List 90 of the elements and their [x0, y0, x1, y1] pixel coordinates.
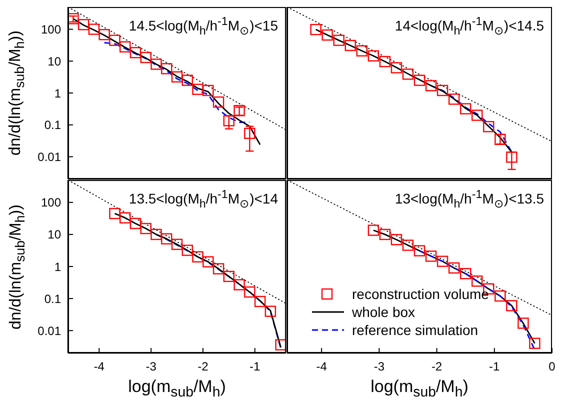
- x-tick-label: -3: [374, 360, 385, 374]
- point: [109, 208, 120, 220]
- point: [322, 29, 333, 41]
- y-tick-label: 0.01: [38, 324, 62, 338]
- point: [448, 262, 460, 274]
- point: [494, 290, 506, 302]
- point: [212, 96, 224, 108]
- point: [310, 24, 322, 36]
- point: [140, 222, 152, 234]
- annotation: 14<log(M$_{h}$/h$^{-1}$M$_{⊙}$)<14.5: [394, 15, 544, 38]
- point: [472, 110, 483, 121]
- legend-label: reference simulation: [352, 321, 478, 339]
- y-tick-label: 0.01: [38, 150, 62, 164]
- point: [171, 238, 183, 250]
- point: [98, 29, 110, 40]
- point: [182, 244, 193, 256]
- point: [88, 24, 100, 35]
- point: [460, 268, 472, 280]
- point: [414, 245, 426, 256]
- point: [425, 250, 437, 262]
- x-tick-label: -2: [431, 360, 442, 374]
- point: [344, 40, 356, 52]
- point: [436, 84, 448, 96]
- x-tick-label: 0: [548, 360, 556, 374]
- point: [212, 263, 224, 274]
- x-axis-title: log(m$_{sub}$/M$_{h}$): [127, 377, 227, 400]
- point: [234, 279, 245, 290]
- x-axis-title: log(m$_{sub}$/M$_{h}$): [370, 377, 470, 400]
- point: [356, 45, 368, 56]
- point: [436, 256, 448, 267]
- point: [182, 74, 193, 86]
- annotation: 13<log(M$_{h}$/h$^{-1}$M$_{⊙}$)<13.5: [394, 188, 544, 210]
- point: [161, 233, 172, 244]
- y-tick-label: 1: [54, 260, 62, 274]
- y-tick-label: 100: [40, 196, 62, 210]
- y-tick-label: 10: [48, 228, 62, 242]
- point: [78, 19, 90, 30]
- point: [379, 56, 391, 68]
- point: [472, 276, 483, 287]
- legend-label: reconstruction volume: [352, 285, 489, 303]
- y-tick-label: 0.1: [44, 118, 62, 132]
- x-tick-label: -1: [250, 360, 261, 374]
- point: [506, 152, 518, 163]
- point: [254, 296, 266, 308]
- point: [379, 228, 391, 240]
- point: [244, 286, 256, 298]
- point: [448, 94, 460, 105]
- point: [140, 52, 152, 64]
- point: [390, 234, 402, 246]
- point: [150, 58, 162, 70]
- point: [425, 80, 437, 92]
- point: [460, 103, 472, 114]
- x-tick-label: -4: [94, 360, 105, 374]
- point: [518, 318, 529, 329]
- point: [130, 218, 142, 230]
- point: [202, 256, 214, 268]
- x-tick-label: -3: [146, 360, 157, 374]
- point: [264, 306, 276, 317]
- point: [402, 68, 414, 80]
- x-tick-label: -1: [489, 360, 500, 374]
- annotation: 13.5<log(M$_{h}$/h$^{-1}$M$_{⊙}$)<14: [128, 188, 278, 210]
- point: [402, 240, 414, 251]
- point: [171, 71, 183, 83]
- y-tick-label: 1: [54, 86, 62, 100]
- point: [368, 224, 380, 236]
- point: [150, 228, 162, 240]
- y-tick-label: 0.1: [44, 292, 62, 306]
- point: [192, 251, 204, 262]
- point: [483, 121, 494, 132]
- annotation: 14.5<log(M$_{h}$/h$^{-1}$M$_{⊙}$)<15: [128, 15, 278, 38]
- point: [390, 62, 402, 74]
- point: [192, 84, 204, 95]
- x-tick-label: -2: [198, 360, 209, 374]
- y-tick-label: 10: [48, 54, 62, 68]
- point: [529, 338, 540, 349]
- point: [414, 74, 426, 86]
- point: [244, 128, 256, 139]
- point: [202, 84, 214, 96]
- point: [161, 63, 172, 74]
- point: [333, 34, 344, 46]
- y-tick-label: 100: [40, 22, 62, 37]
- point: [368, 50, 380, 62]
- point: [109, 34, 120, 46]
- point: [130, 47, 142, 58]
- x-tick-label: -4: [316, 360, 328, 374]
- legend-label: whole box: [352, 303, 416, 321]
- point: [506, 300, 518, 312]
- point: [223, 270, 235, 282]
- point: [119, 212, 131, 224]
- point: [119, 41, 131, 52]
